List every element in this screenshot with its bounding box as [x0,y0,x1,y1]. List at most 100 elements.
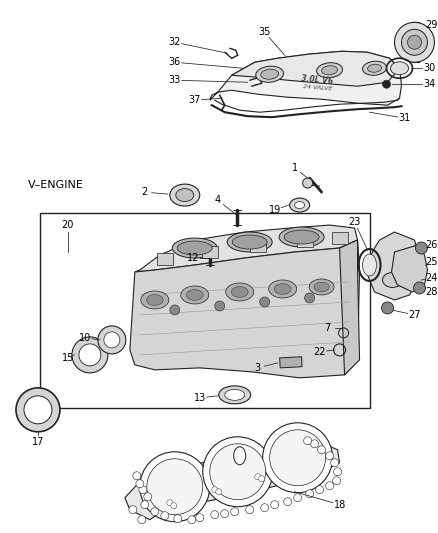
Circle shape [402,29,427,55]
Text: 18: 18 [333,500,346,510]
Circle shape [382,80,391,88]
Text: 2: 2 [142,187,148,197]
Bar [202,246,218,258]
Circle shape [261,504,268,512]
Ellipse shape [314,282,329,292]
Ellipse shape [309,279,334,295]
Ellipse shape [234,447,246,465]
Circle shape [270,430,325,486]
Polygon shape [135,225,357,272]
Circle shape [170,305,180,315]
Bar [40,213,370,408]
Text: 3: 3 [254,363,261,373]
Ellipse shape [181,286,209,304]
Polygon shape [339,240,360,375]
Text: 17: 17 [32,437,44,447]
Text: V–ENGINE: V–ENGINE [28,180,84,190]
Circle shape [215,301,225,311]
Circle shape [140,452,210,522]
Text: 35: 35 [258,27,271,37]
Ellipse shape [367,64,381,72]
Polygon shape [392,245,427,292]
Circle shape [304,437,311,445]
Circle shape [161,512,169,520]
Text: 10: 10 [79,333,91,343]
Ellipse shape [225,389,245,400]
Circle shape [231,508,239,516]
Ellipse shape [363,61,386,75]
Text: 28: 28 [425,287,438,297]
Ellipse shape [219,386,251,404]
Text: 24 VALVE: 24 VALVE [303,84,332,92]
Polygon shape [210,51,402,105]
Circle shape [407,35,421,49]
Circle shape [311,440,318,448]
Ellipse shape [261,69,279,79]
Ellipse shape [317,63,343,78]
Circle shape [259,476,265,482]
Circle shape [246,506,254,514]
Text: 23: 23 [348,217,361,227]
Ellipse shape [382,272,403,287]
Circle shape [304,293,314,303]
Ellipse shape [363,254,377,276]
Ellipse shape [268,280,297,298]
Circle shape [24,396,52,424]
Text: 36: 36 [169,57,181,67]
Polygon shape [125,440,339,520]
Polygon shape [130,240,360,378]
Circle shape [104,332,120,348]
Text: 26: 26 [425,240,438,250]
Circle shape [325,482,334,490]
Circle shape [263,423,332,492]
Circle shape [167,500,173,506]
Circle shape [221,510,229,518]
Polygon shape [367,232,420,300]
Text: 30: 30 [424,63,436,73]
Circle shape [254,474,261,480]
Text: 24: 24 [425,273,438,283]
Ellipse shape [284,230,319,244]
Circle shape [325,452,334,460]
Text: 20: 20 [62,220,74,230]
Circle shape [188,516,196,524]
Text: 27: 27 [408,310,421,320]
Ellipse shape [279,227,324,247]
Circle shape [171,503,177,508]
Text: 3.0L V6: 3.0L V6 [301,74,334,86]
Ellipse shape [295,201,304,208]
Text: 7: 7 [325,323,331,333]
Ellipse shape [146,295,163,305]
Bar [297,235,313,247]
Text: 29: 29 [425,20,438,30]
Text: 33: 33 [169,75,181,85]
Circle shape [147,459,203,515]
Circle shape [331,459,339,467]
Circle shape [416,242,427,254]
Ellipse shape [391,62,409,75]
Circle shape [144,492,152,500]
Circle shape [212,487,218,492]
Circle shape [413,282,425,294]
Circle shape [133,472,141,480]
Ellipse shape [141,291,169,309]
Ellipse shape [176,189,194,201]
Circle shape [316,486,324,494]
Circle shape [271,500,279,508]
Text: 13: 13 [194,393,206,403]
Text: 19: 19 [268,205,281,215]
Ellipse shape [187,289,203,301]
Circle shape [332,477,341,484]
Text: 25: 25 [425,257,438,267]
Ellipse shape [231,287,248,297]
Ellipse shape [256,66,284,82]
Ellipse shape [172,238,217,258]
Circle shape [16,388,60,432]
Text: 1: 1 [292,163,298,173]
Circle shape [72,337,108,373]
Polygon shape [232,51,399,86]
Circle shape [284,498,292,506]
Ellipse shape [170,184,200,206]
Circle shape [129,506,137,514]
Bar [250,240,266,252]
